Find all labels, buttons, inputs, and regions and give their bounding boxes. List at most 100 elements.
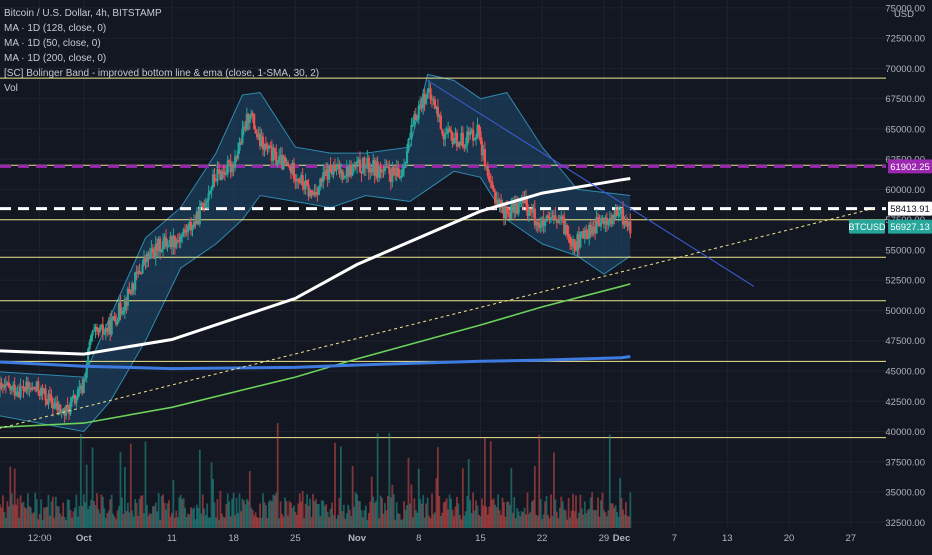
candle-body bbox=[492, 187, 495, 192]
candle-body bbox=[593, 228, 597, 234]
price-axis-tick-label: 42500.00 bbox=[885, 397, 925, 408]
symbol-title[interactable]: Bitcoin / U.S. Dollar, 4h, BITSTAMP bbox=[4, 8, 162, 19]
volume-bar bbox=[129, 443, 132, 528]
volume-bar bbox=[191, 508, 194, 528]
volume-bar bbox=[266, 518, 269, 528]
volume-bar bbox=[297, 503, 300, 528]
volume-bar bbox=[567, 497, 570, 528]
volume-bar bbox=[66, 499, 69, 528]
volume-bar bbox=[511, 512, 514, 528]
candle-body bbox=[383, 166, 387, 171]
candle-body bbox=[34, 389, 37, 391]
candle-body bbox=[323, 172, 326, 176]
volume-bar bbox=[451, 509, 454, 528]
volume-bar bbox=[273, 495, 276, 528]
volume-bar bbox=[315, 498, 317, 528]
candle-body bbox=[617, 213, 620, 217]
volume-bar bbox=[63, 516, 66, 528]
volume-bar bbox=[176, 517, 179, 528]
candle-body bbox=[70, 398, 74, 402]
volume-bar bbox=[442, 502, 445, 528]
legend-volume[interactable]: Vol bbox=[4, 83, 18, 94]
volume-bar bbox=[413, 498, 416, 528]
volume-bar bbox=[580, 508, 583, 528]
candle-body bbox=[401, 168, 404, 176]
candle-body bbox=[157, 238, 160, 251]
volume-bar bbox=[339, 446, 342, 528]
candle-body bbox=[533, 208, 536, 226]
legend-ma-200[interactable]: MA · 1D (200, close, 0) bbox=[4, 53, 107, 64]
candle-body bbox=[342, 177, 345, 179]
volume-bar bbox=[148, 513, 151, 528]
candle-body bbox=[19, 386, 22, 398]
candle-body bbox=[558, 218, 561, 220]
candle-body bbox=[557, 218, 560, 223]
candle-body bbox=[85, 364, 88, 378]
candle-body bbox=[304, 180, 307, 190]
volume-bar bbox=[15, 504, 18, 528]
time-axis-tick-label: Dec bbox=[613, 533, 630, 544]
volume-bar bbox=[287, 515, 289, 528]
volume-bar bbox=[96, 493, 98, 528]
candle-body bbox=[204, 203, 207, 209]
volume-bar bbox=[570, 510, 573, 528]
volume-bar bbox=[195, 504, 198, 528]
volume-bar bbox=[231, 498, 234, 528]
candle-body bbox=[116, 320, 119, 325]
candle-body bbox=[0, 382, 3, 385]
volume-bar bbox=[525, 514, 527, 528]
candle-body bbox=[236, 150, 240, 159]
volume-bar bbox=[583, 501, 586, 528]
bollinger-upper-line bbox=[0, 73, 631, 378]
candle-body bbox=[414, 114, 417, 121]
volume-bar bbox=[154, 502, 157, 528]
candle-body bbox=[350, 164, 353, 176]
legend-bollinger[interactable]: [SC] Bolinger Band - improved bottom lin… bbox=[4, 68, 320, 79]
volume-bar bbox=[91, 447, 94, 528]
volume-bar bbox=[347, 504, 350, 528]
candle-body bbox=[517, 203, 520, 214]
candles bbox=[0, 80, 632, 423]
volume-bar bbox=[616, 512, 619, 528]
volume-bar bbox=[163, 502, 166, 528]
volume-bar bbox=[501, 497, 504, 528]
volume-bar bbox=[157, 493, 160, 528]
time-axis-tick-label: 8 bbox=[416, 533, 421, 544]
volume-bar bbox=[553, 452, 555, 528]
price-tag-box bbox=[888, 201, 932, 216]
candle-body bbox=[408, 138, 412, 140]
candle-body bbox=[426, 91, 429, 99]
candle-body bbox=[213, 174, 216, 180]
volume-bar bbox=[585, 513, 588, 528]
volume-bar bbox=[78, 506, 81, 528]
candle-body bbox=[104, 328, 107, 333]
candle-body bbox=[577, 234, 581, 248]
volume-bar bbox=[387, 495, 389, 528]
candle-body bbox=[283, 156, 287, 163]
volume-bar bbox=[13, 468, 16, 528]
candle-body bbox=[170, 236, 174, 248]
legend-ma-128[interactable]: MA · 1D (128, close, 0) bbox=[4, 23, 107, 34]
legend-ma-50[interactable]: MA · 1D (50, close, 0) bbox=[4, 38, 101, 49]
candle-body bbox=[336, 165, 340, 168]
candle-body bbox=[568, 236, 572, 244]
time-axis-tick-label: Nov bbox=[348, 533, 367, 544]
candle-body bbox=[160, 249, 163, 252]
volume-bar bbox=[135, 502, 138, 528]
volume-bar bbox=[398, 513, 401, 528]
candle-body bbox=[413, 114, 416, 125]
volume-bar bbox=[179, 495, 182, 528]
price-tag-value: 56927.13 bbox=[890, 222, 930, 233]
candle-body bbox=[564, 225, 567, 235]
volume-bar bbox=[492, 498, 495, 528]
candle-body bbox=[222, 171, 225, 173]
volume-bar bbox=[470, 513, 473, 528]
volume-bar bbox=[51, 496, 54, 528]
candle-body bbox=[65, 405, 68, 416]
candle-body bbox=[300, 175, 303, 184]
candle-body bbox=[120, 313, 124, 315]
candle-body bbox=[119, 302, 122, 314]
candle-body bbox=[505, 207, 509, 213]
